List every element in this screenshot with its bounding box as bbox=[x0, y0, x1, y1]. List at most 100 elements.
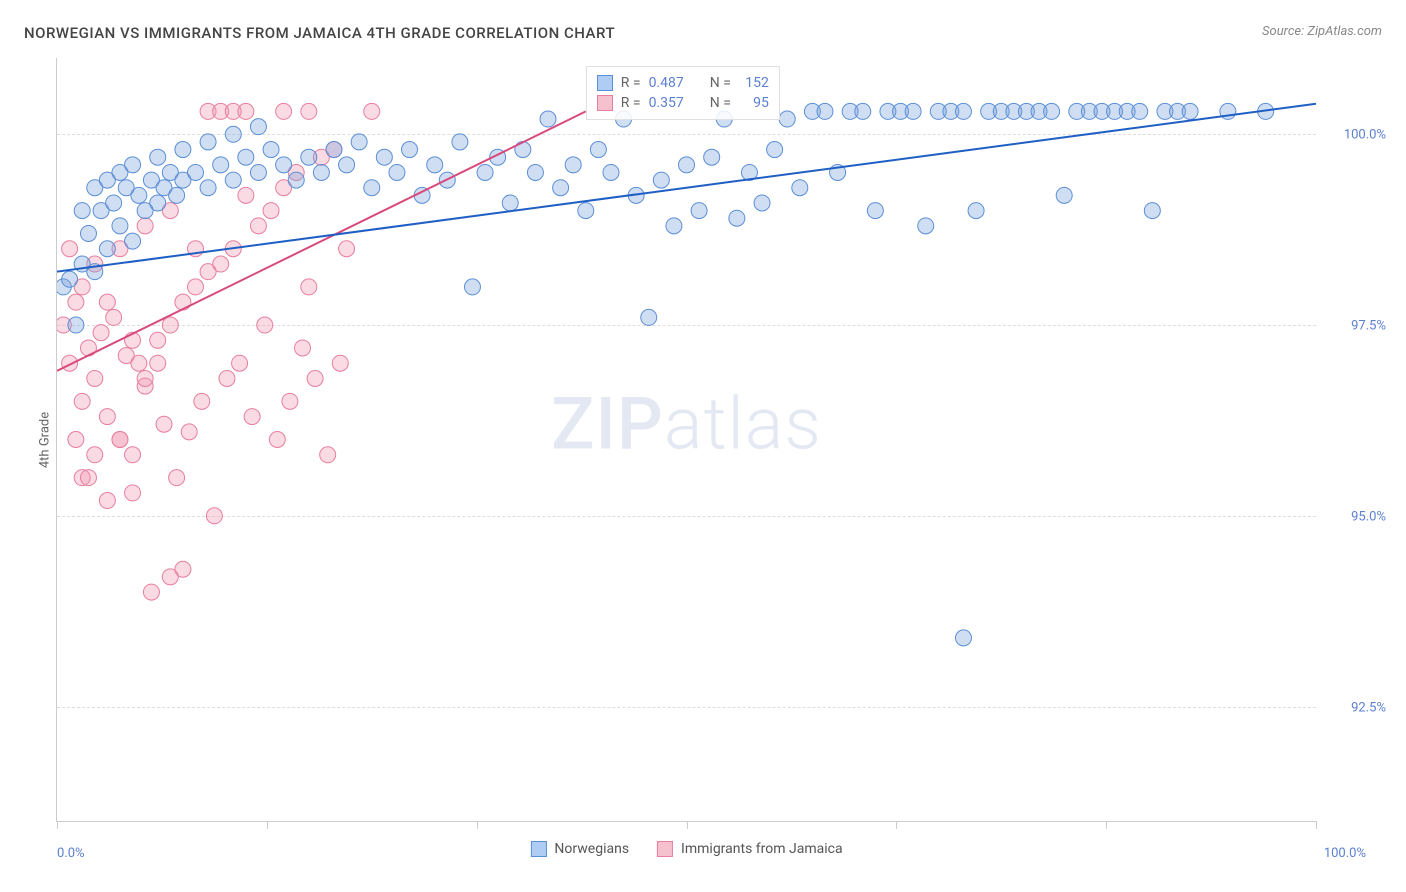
data-point bbox=[232, 355, 248, 371]
y-tick-label: 100.0% bbox=[1326, 128, 1386, 143]
legend-swatch bbox=[657, 841, 673, 857]
data-point bbox=[162, 317, 178, 333]
data-point bbox=[704, 149, 720, 165]
data-point bbox=[225, 126, 241, 142]
data-point bbox=[112, 432, 128, 448]
data-point bbox=[169, 187, 185, 203]
data-point bbox=[364, 180, 380, 196]
data-point bbox=[817, 103, 833, 119]
data-point bbox=[99, 493, 115, 509]
data-point bbox=[68, 432, 84, 448]
data-point bbox=[106, 309, 122, 325]
data-point bbox=[1144, 203, 1160, 219]
legend-label: Norwegians bbox=[554, 841, 629, 857]
legend-item: Immigrants from Jamaica bbox=[657, 841, 843, 857]
x-tick bbox=[687, 821, 688, 829]
norwegian-points bbox=[57, 103, 1274, 645]
data-point bbox=[200, 134, 216, 150]
data-point bbox=[1132, 103, 1148, 119]
data-point bbox=[653, 172, 669, 188]
data-point bbox=[313, 164, 329, 180]
data-point bbox=[376, 149, 392, 165]
r-value: 0.487 bbox=[649, 75, 684, 91]
data-point bbox=[62, 355, 78, 371]
data-point bbox=[200, 180, 216, 196]
data-point bbox=[295, 340, 311, 356]
y-tick-label: 92.5% bbox=[1326, 700, 1386, 715]
data-point bbox=[855, 103, 871, 119]
data-point bbox=[427, 157, 443, 173]
data-point bbox=[603, 164, 619, 180]
data-point bbox=[1182, 103, 1198, 119]
data-point bbox=[364, 103, 380, 119]
data-point bbox=[125, 447, 141, 463]
stats-row: R = 0.487 N = 152 bbox=[597, 73, 769, 93]
data-point bbox=[968, 203, 984, 219]
data-point bbox=[213, 256, 229, 272]
data-point bbox=[250, 164, 266, 180]
legend-label: Immigrants from Jamaica bbox=[681, 841, 843, 857]
data-point bbox=[553, 180, 569, 196]
stats-row: R = 0.357 N = 95 bbox=[597, 93, 769, 113]
legend-swatch bbox=[530, 841, 546, 857]
data-point bbox=[320, 447, 336, 463]
data-point bbox=[62, 241, 78, 257]
x-tick bbox=[1316, 821, 1317, 829]
data-point bbox=[187, 279, 203, 295]
data-point bbox=[112, 218, 128, 234]
data-point bbox=[955, 103, 971, 119]
plot-area: ZIPatlas 92.5%95.0%97.5%100.0% R = 0.487… bbox=[56, 58, 1316, 822]
data-point bbox=[301, 149, 317, 165]
data-point bbox=[955, 630, 971, 646]
n-value: 152 bbox=[739, 75, 769, 91]
data-point bbox=[332, 355, 348, 371]
data-point bbox=[565, 157, 581, 173]
data-point bbox=[238, 103, 254, 119]
data-point bbox=[80, 225, 96, 241]
data-point bbox=[691, 203, 707, 219]
x-tick bbox=[57, 821, 58, 829]
data-point bbox=[389, 164, 405, 180]
data-point bbox=[131, 187, 147, 203]
data-point bbox=[263, 203, 279, 219]
data-point bbox=[351, 134, 367, 150]
legend: Norwegians Immigrants from Jamaica bbox=[530, 841, 842, 857]
n-value: 95 bbox=[739, 95, 769, 111]
data-point bbox=[301, 103, 317, 119]
data-point bbox=[244, 409, 260, 425]
data-point bbox=[169, 470, 185, 486]
data-point bbox=[269, 432, 285, 448]
data-point bbox=[905, 103, 921, 119]
data-point bbox=[150, 332, 166, 348]
data-point bbox=[238, 187, 254, 203]
data-point bbox=[263, 142, 279, 158]
data-point bbox=[93, 325, 109, 341]
data-point bbox=[206, 508, 222, 524]
data-point bbox=[62, 271, 78, 287]
data-point bbox=[779, 111, 795, 127]
data-point bbox=[477, 164, 493, 180]
data-point bbox=[402, 142, 418, 158]
data-point bbox=[150, 195, 166, 211]
stats-swatch bbox=[597, 75, 613, 91]
data-point bbox=[187, 164, 203, 180]
data-point bbox=[99, 294, 115, 310]
data-point bbox=[74, 203, 90, 219]
stats-box: R = 0.487 N = 152 R = 0.357 N = 95 bbox=[586, 66, 780, 120]
r-value: 0.357 bbox=[649, 95, 684, 111]
data-point bbox=[918, 218, 934, 234]
data-point bbox=[276, 103, 292, 119]
data-point bbox=[80, 470, 96, 486]
data-point bbox=[87, 447, 103, 463]
x-axis-max-label: 100.0% bbox=[1324, 846, 1366, 861]
x-tick bbox=[896, 821, 897, 829]
data-point bbox=[68, 317, 84, 333]
data-point bbox=[137, 218, 153, 234]
data-point bbox=[464, 279, 480, 295]
chart-container: NORWEGIAN VS IMMIGRANTS FROM JAMAICA 4TH… bbox=[0, 0, 1406, 892]
data-point bbox=[194, 393, 210, 409]
data-point bbox=[150, 355, 166, 371]
data-point bbox=[68, 294, 84, 310]
data-point bbox=[307, 370, 323, 386]
data-point bbox=[99, 241, 115, 257]
